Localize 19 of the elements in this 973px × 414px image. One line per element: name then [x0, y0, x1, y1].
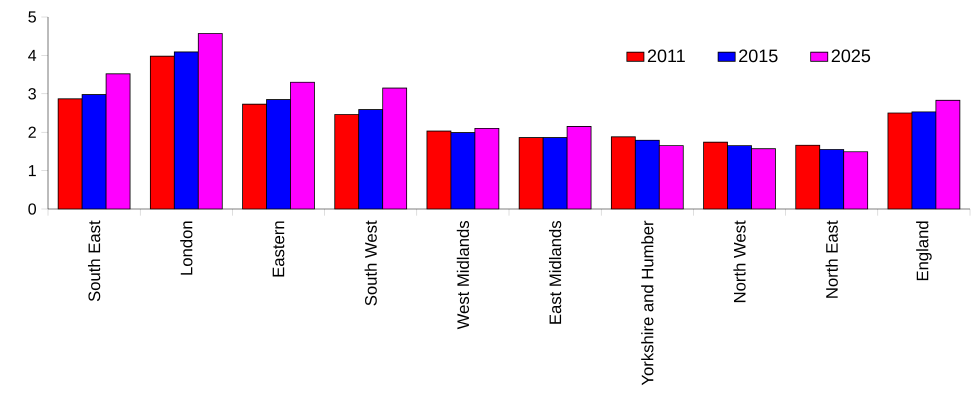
x-tick-label: North East	[826, 220, 838, 298]
x-tick-label: London	[180, 221, 192, 275]
x-tick-label: Eastern	[272, 221, 284, 276]
x-tick-label: West Midlands	[456, 221, 470, 330]
legend-label: 2015	[739, 49, 778, 62]
x-tick-label: Yorkshire and Humber	[641, 220, 654, 386]
y-tick-label: 2	[28, 126, 36, 138]
y-tick-label: 5	[28, 11, 36, 23]
x-tick-label: England	[916, 221, 932, 280]
y-tick-label: 1	[28, 165, 36, 176]
x-tick-label: North West	[733, 220, 746, 302]
x-tick-label: East Midlands	[548, 221, 562, 324]
y-tick-label: 0	[28, 203, 36, 215]
legend-label: 2025	[832, 49, 870, 62]
x-tick-label: South East	[88, 220, 100, 302]
legend-label: 2011	[648, 49, 685, 62]
y-tick-label: 3	[28, 88, 36, 100]
x-tick-label: South West	[364, 220, 377, 306]
y-tick-label: 4	[28, 50, 36, 61]
